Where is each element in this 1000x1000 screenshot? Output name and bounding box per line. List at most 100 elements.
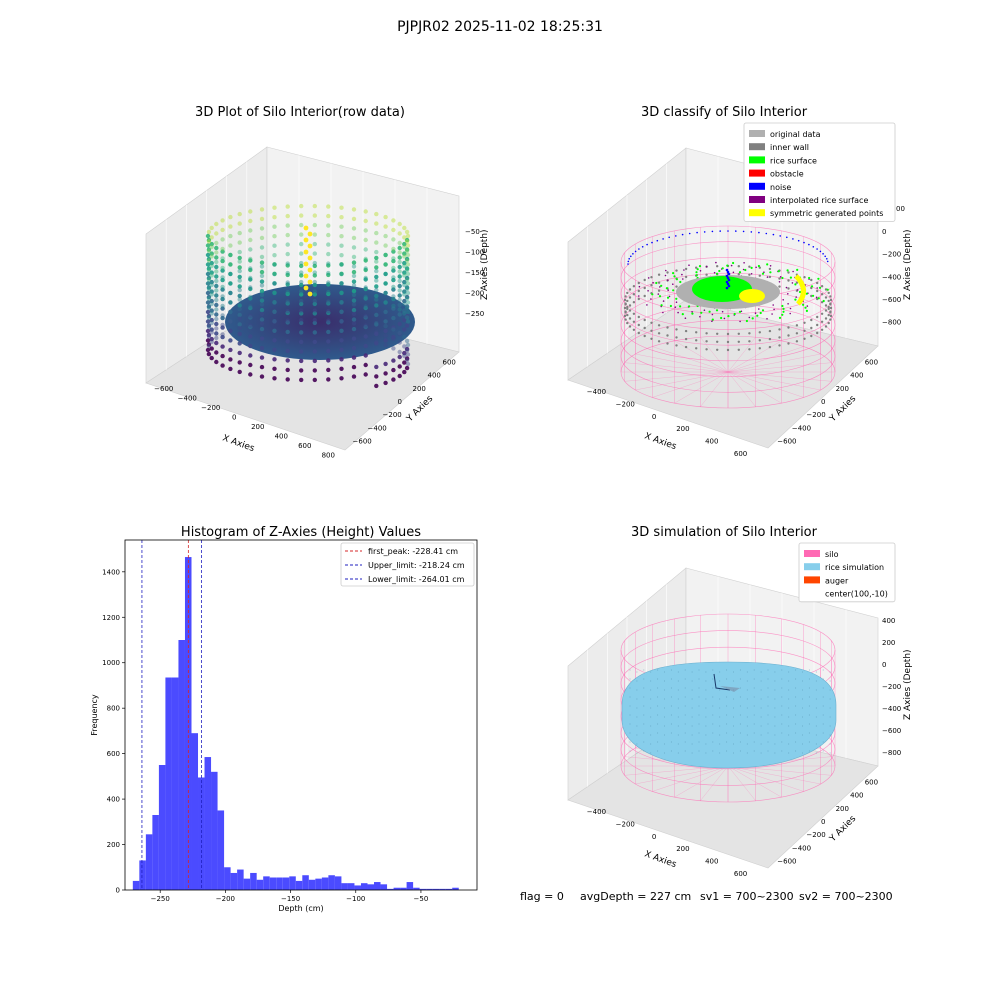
data-point (248, 296, 253, 301)
interpolated-point (646, 304, 648, 306)
histogram-bar (152, 815, 159, 890)
inner-wall-point (705, 348, 708, 351)
rice-mesh-point (788, 689, 790, 691)
data-point (228, 233, 233, 239)
panel-histogram: Histogram of Z-Axies (Height) Values −25… (90, 525, 478, 913)
data-point (237, 297, 242, 302)
rice-mesh-point (753, 732, 755, 734)
inner-wall-point (737, 265, 740, 268)
noise-point (646, 243, 648, 246)
interpolated-point (771, 313, 773, 315)
data-point (272, 357, 277, 362)
rice-mesh-point (781, 669, 783, 671)
inner-wall-point (748, 348, 751, 351)
data-point (285, 318, 290, 323)
data-point (383, 271, 388, 277)
data-point (404, 294, 410, 300)
rice-mesh-point (726, 714, 728, 716)
data-point (237, 341, 242, 346)
data-point (326, 291, 331, 297)
data-point (351, 336, 357, 341)
rice-mesh-point (657, 741, 659, 743)
inner-wall-point (632, 301, 636, 304)
data-point (248, 343, 253, 349)
data-point (228, 319, 233, 324)
legend-swatch (749, 182, 765, 190)
inner-wall-point (829, 303, 832, 306)
rice-mesh-point (726, 696, 728, 698)
rice-mesh-point (829, 734, 831, 736)
rice-mesh-point (670, 678, 672, 680)
data-point (214, 350, 219, 355)
inner-wall-point (758, 274, 761, 277)
rice-mesh-point (705, 752, 707, 754)
data-point (206, 266, 212, 271)
inner-wall-point (626, 313, 629, 317)
rice-surface-point (778, 316, 782, 319)
histogram-bar (139, 860, 146, 890)
noise-point (656, 239, 659, 242)
data-point (326, 232, 331, 238)
data-point (312, 251, 317, 256)
data-point (248, 305, 253, 311)
rice-mesh-point (760, 743, 762, 745)
data-point (363, 247, 368, 252)
inner-wall-point (628, 304, 632, 307)
data-point (312, 282, 317, 288)
data-point (397, 288, 402, 293)
inner-wall-point (726, 340, 730, 344)
rice-surface-point (698, 265, 702, 268)
data-point (383, 371, 388, 376)
interpolated-point (674, 306, 677, 309)
rice-mesh-point (664, 725, 665, 727)
data-point (339, 271, 344, 276)
rice-mesh-point (657, 705, 659, 707)
inner-wall-point (820, 301, 824, 304)
rice-mesh-point (808, 741, 810, 743)
data-point (383, 252, 388, 258)
data-point (363, 209, 368, 214)
panel2-ylabel: Y Axies (827, 394, 858, 425)
histogram-y-ticks: 0 200 400 600 800 1000 1200 1400 (102, 568, 125, 895)
data-point (299, 292, 304, 297)
rice-mesh-point (753, 696, 755, 698)
interpolated-point (691, 311, 693, 313)
rice-mesh-point (746, 716, 748, 718)
legend-entry: rice surface (770, 156, 817, 165)
data-point (209, 327, 214, 332)
rice-mesh-point (712, 732, 714, 734)
rice-surface-point (695, 274, 698, 277)
data-point (404, 275, 410, 281)
rice-mesh-point (739, 678, 741, 680)
histogram-bar (393, 887, 401, 890)
data-point (374, 312, 379, 318)
inner-wall-point (737, 348, 740, 351)
inner-wall-point (657, 281, 661, 284)
rice-mesh-point (788, 671, 790, 673)
rice-surface-point (672, 272, 675, 275)
data-point (248, 324, 253, 330)
data-point (374, 303, 379, 308)
data-point (326, 204, 331, 209)
data-point (397, 278, 402, 284)
data-point (339, 281, 344, 286)
data-point (363, 362, 368, 368)
rice-mesh-point (636, 707, 638, 709)
histogram-vlines (141, 540, 203, 890)
data-point (326, 301, 331, 306)
data-point (391, 303, 396, 309)
data-point (339, 224, 344, 229)
interpolated-point (699, 270, 702, 272)
data-point (299, 358, 304, 364)
data-point (363, 237, 368, 243)
data-point (209, 311, 214, 316)
data-point (326, 348, 331, 354)
data-point (205, 328, 211, 334)
data-point (404, 346, 410, 352)
data-point (405, 281, 411, 286)
inner-wall-point (637, 323, 640, 327)
rice-mesh-point (726, 723, 728, 725)
histogram-bar (198, 777, 205, 890)
rice-mesh-point (753, 687, 755, 689)
data-point (248, 285, 253, 290)
